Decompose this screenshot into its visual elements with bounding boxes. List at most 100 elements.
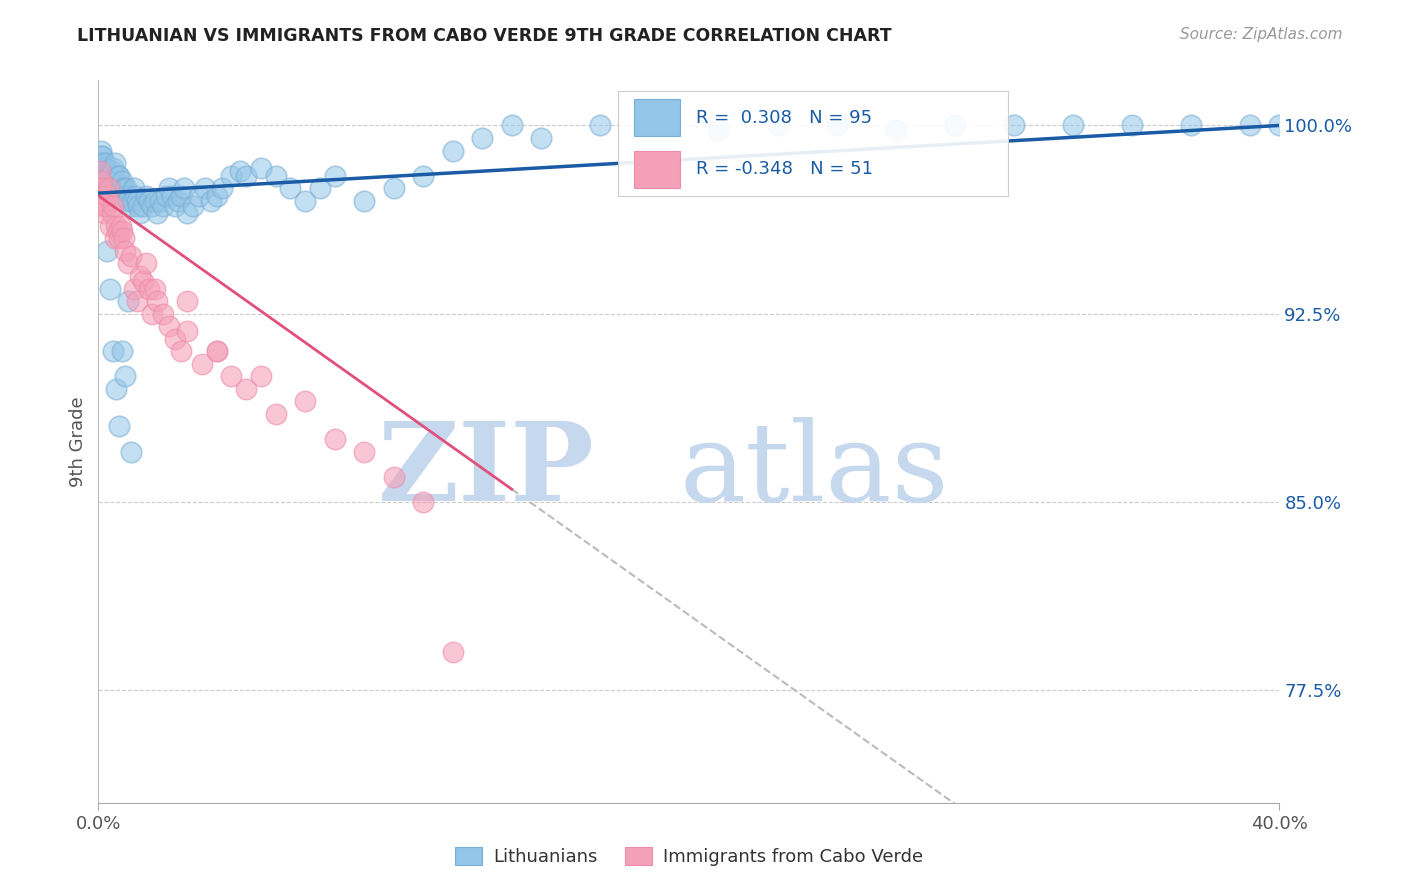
Text: LITHUANIAN VS IMMIGRANTS FROM CABO VERDE 9TH GRADE CORRELATION CHART: LITHUANIAN VS IMMIGRANTS FROM CABO VERDE… [77,27,891,45]
Point [167,194,190,208]
Point [309,181,332,195]
Point [122,281,145,295]
Point [104,231,127,245]
Point [125,194,148,208]
Point [120,249,142,263]
Text: atlas: atlas [679,417,949,524]
Point [412,494,434,508]
Point [264,169,287,183]
Point [235,382,257,396]
Point [181,199,204,213]
Point [132,199,155,213]
Point [1121,119,1143,133]
Point [162,188,183,202]
Point [132,274,155,288]
Point [205,344,228,359]
Point [108,231,131,245]
Point [93,163,115,178]
Point [1268,119,1291,133]
Point [884,123,907,137]
Point [176,206,198,220]
Point [170,344,193,359]
Point [104,156,127,170]
Point [103,161,125,175]
Point [96,244,118,258]
Point [117,194,139,208]
Point [766,119,789,133]
Point [97,181,120,195]
Point [90,181,112,195]
Point [127,199,149,213]
Point [221,369,243,384]
Point [93,206,115,220]
Point [114,244,136,258]
Point [121,194,143,208]
Point [229,163,252,178]
Point [471,131,494,145]
Point [280,181,302,195]
Point [110,219,132,233]
Point [200,194,222,208]
Point [114,188,136,202]
Point [353,194,375,208]
Y-axis label: 9th Grade: 9th Grade [69,396,87,487]
Point [94,156,117,170]
Point [165,199,187,213]
Point [105,173,128,187]
Point [1239,119,1261,133]
Point [90,148,112,162]
Point [138,281,160,295]
Point [143,194,166,208]
Point [108,169,131,183]
Point [441,144,464,158]
Point [146,206,169,220]
Point [90,144,112,158]
Point [111,224,134,238]
Point [176,293,198,308]
Point [107,169,129,183]
Point [90,173,112,187]
Point [91,148,114,162]
Point [124,188,146,202]
Point [91,156,114,170]
Point [235,169,257,183]
Point [141,199,163,213]
Point [128,268,150,283]
Point [1062,119,1084,133]
Point [530,131,553,145]
Point [211,181,233,195]
Point [294,194,316,208]
Point [221,169,243,183]
Point [117,256,139,270]
Point [93,161,115,175]
Point [89,163,111,178]
Point [105,382,128,396]
Point [107,224,129,238]
Point [943,119,966,133]
Point [98,169,121,183]
Point [125,293,148,308]
Point [157,181,180,195]
Point [176,324,198,338]
Point [191,357,214,371]
Point [97,169,120,183]
Point [96,173,118,187]
Point [122,181,145,195]
Point [135,188,157,202]
Point [128,206,150,220]
Point [323,432,346,446]
Point [294,394,316,409]
Point [250,161,273,175]
Point [589,119,612,133]
Point [648,119,671,133]
Point [111,344,134,359]
Point [98,281,121,295]
Point [1180,119,1202,133]
Point [115,181,138,195]
Point [165,332,187,346]
Point [146,293,169,308]
Point [1002,119,1025,133]
Point [111,173,134,187]
Point [205,188,228,202]
Point [100,206,122,220]
